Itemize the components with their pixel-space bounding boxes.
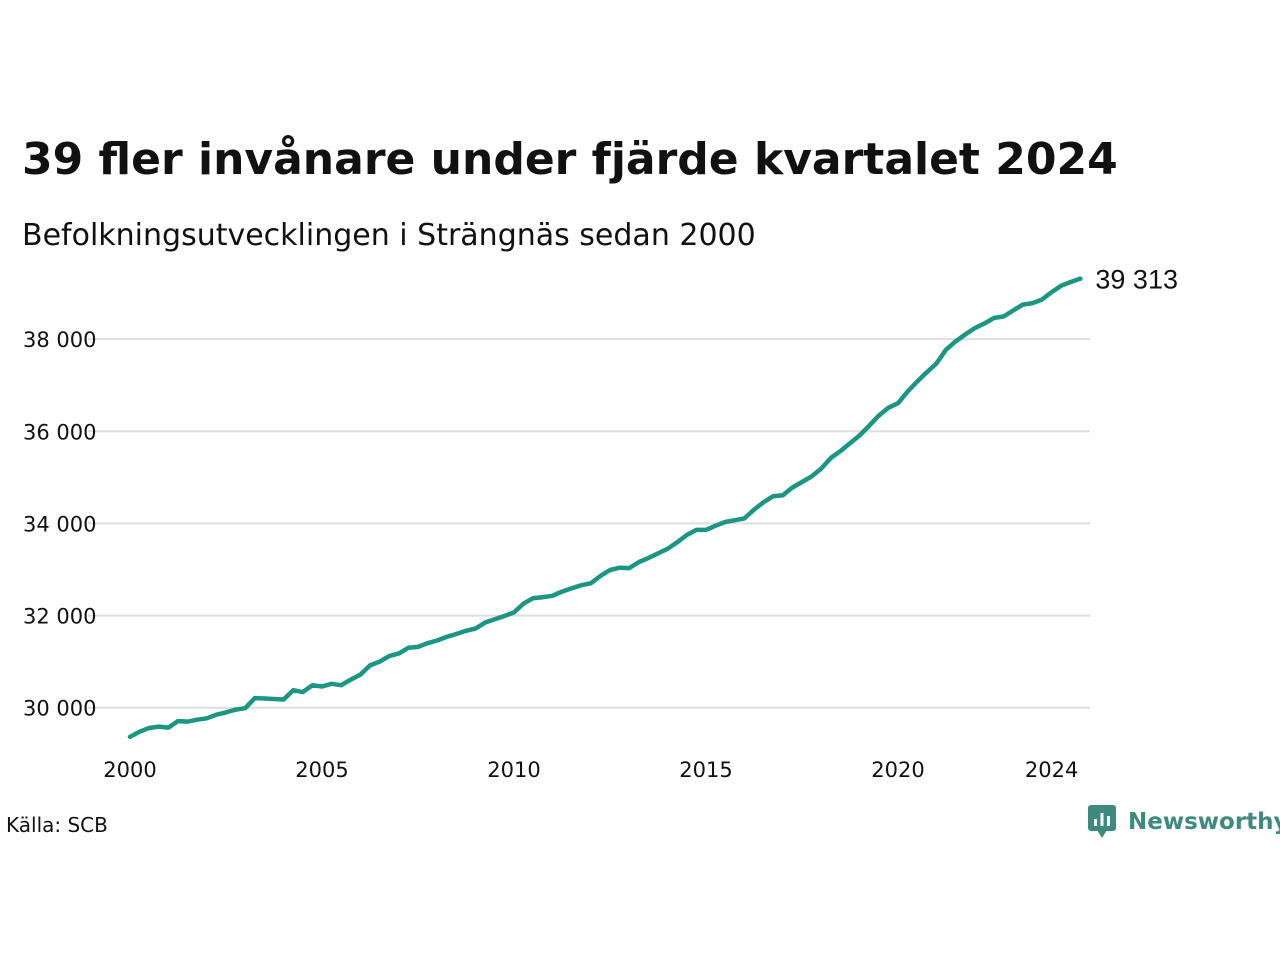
y-tick-label: 32 000 [23, 605, 96, 629]
x-tick-label: 2000 [103, 758, 156, 782]
brand-logo: Newsworthy [1088, 804, 1280, 840]
chart-title: 39 fler invånare under fjärde kvartalet … [22, 134, 1118, 185]
end-value-label: 39 313 [1095, 265, 1178, 295]
series-layer [127, 276, 1083, 740]
x-tick-label: 2010 [487, 758, 540, 782]
x-axis-labels: 2000 2005 2010 2015 2020 2024 [103, 758, 1078, 782]
newsworthy-logo-icon [1088, 805, 1116, 839]
y-tick-label: 30 000 [23, 697, 96, 721]
x-tick-label: 2024 [1025, 758, 1078, 782]
chart-subtitle: Befolkningsutvecklingen i Strängnäs seda… [22, 218, 756, 253]
grid-layer [88, 338, 1090, 709]
series-line [127, 276, 1083, 740]
y-tick-label: 38 000 [23, 328, 96, 352]
y-tick-label: 36 000 [23, 420, 96, 444]
x-tick-label: 2005 [295, 758, 348, 782]
brand-name: Newsworthy [1128, 809, 1280, 835]
x-tick-label: 2020 [871, 758, 924, 782]
source-note: Källa: SCB [6, 813, 108, 837]
y-tick-label: 34 000 [23, 512, 96, 536]
y-axis-labels: 30 000 32 000 34 000 36 000 38 000 [23, 328, 96, 721]
x-tick-label: 2015 [679, 758, 732, 782]
end-label-layer: 39 313 [1095, 265, 1178, 295]
